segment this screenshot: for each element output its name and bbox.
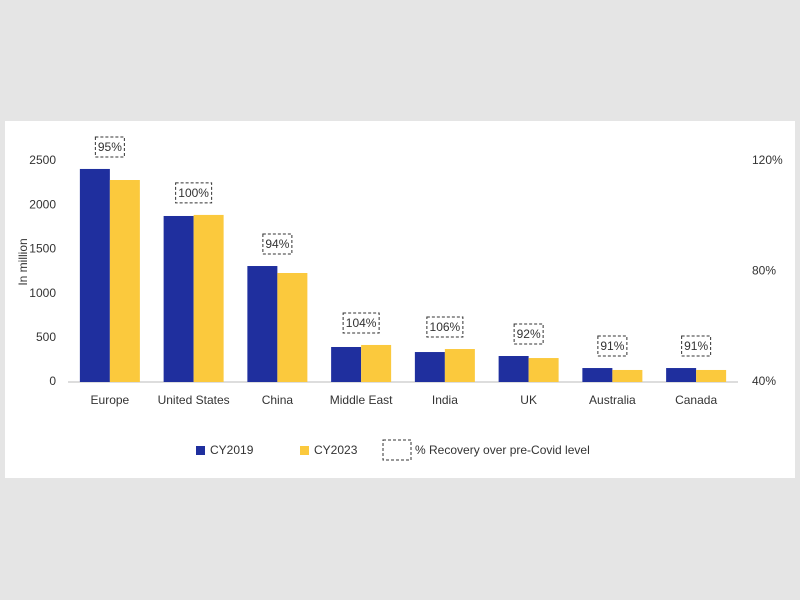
bar — [247, 266, 278, 382]
recovery-label-box — [597, 335, 628, 357]
bar — [331, 346, 362, 382]
bar — [163, 215, 194, 382]
bar — [528, 358, 559, 382]
y2-tick-label: 40% — [752, 374, 776, 388]
recovery-label-box — [94, 136, 125, 158]
legend-label: CY2023 — [314, 443, 358, 457]
bar — [361, 344, 392, 382]
y2-tick-label: 120% — [752, 153, 783, 167]
bar — [696, 369, 727, 382]
x-tick-label: India — [432, 393, 458, 407]
bar — [444, 349, 475, 382]
bar — [193, 214, 224, 382]
bar — [612, 369, 643, 382]
legend-swatch — [196, 446, 205, 455]
x-tick-label: China — [262, 393, 294, 407]
y-axis-label: In million — [16, 238, 30, 285]
legend-label: CY2019 — [210, 443, 254, 457]
y-tick-label: 2500 — [29, 153, 56, 167]
y-tick-label: 1000 — [29, 286, 56, 300]
x-tick-label: Middle East — [330, 393, 393, 407]
recovery-label: 95% — [98, 140, 122, 154]
y-tick-label: 500 — [36, 330, 56, 344]
bar — [79, 168, 110, 382]
y-tick-label: 1500 — [29, 242, 56, 256]
legend-swatch — [382, 439, 412, 461]
recovery-label-box — [681, 335, 712, 357]
bar — [498, 356, 529, 382]
y-tick-label: 0 — [49, 374, 56, 388]
recovery-label: 104% — [346, 316, 377, 330]
recovery-label-box — [342, 312, 380, 334]
bar — [414, 352, 445, 382]
recovery-label: 91% — [684, 339, 708, 353]
recovery-label-box — [175, 182, 213, 204]
recovery-label: 100% — [178, 186, 209, 200]
x-tick-label: United States — [158, 393, 230, 407]
recovery-label: 94% — [265, 237, 289, 251]
y2-tick-label: 80% — [752, 264, 776, 278]
recovery-label: 92% — [517, 327, 541, 341]
legend-swatch — [300, 446, 309, 455]
bar — [109, 180, 140, 382]
bar — [582, 368, 613, 382]
bar — [277, 273, 308, 382]
recovery-label-box — [426, 316, 464, 338]
legend-label: % Recovery over pre-Covid level — [415, 443, 590, 457]
x-tick-label: Australia — [589, 393, 636, 407]
x-tick-label: Canada — [675, 393, 717, 407]
bar — [666, 368, 697, 382]
x-tick-label: Europe — [91, 393, 130, 407]
recovery-label: 91% — [600, 339, 624, 353]
x-tick-label: UK — [520, 393, 537, 407]
recovery-label-box — [262, 233, 293, 255]
recovery-label: 106% — [430, 320, 461, 334]
recovery-label-box — [513, 323, 544, 345]
y-tick-label: 2000 — [29, 197, 56, 211]
